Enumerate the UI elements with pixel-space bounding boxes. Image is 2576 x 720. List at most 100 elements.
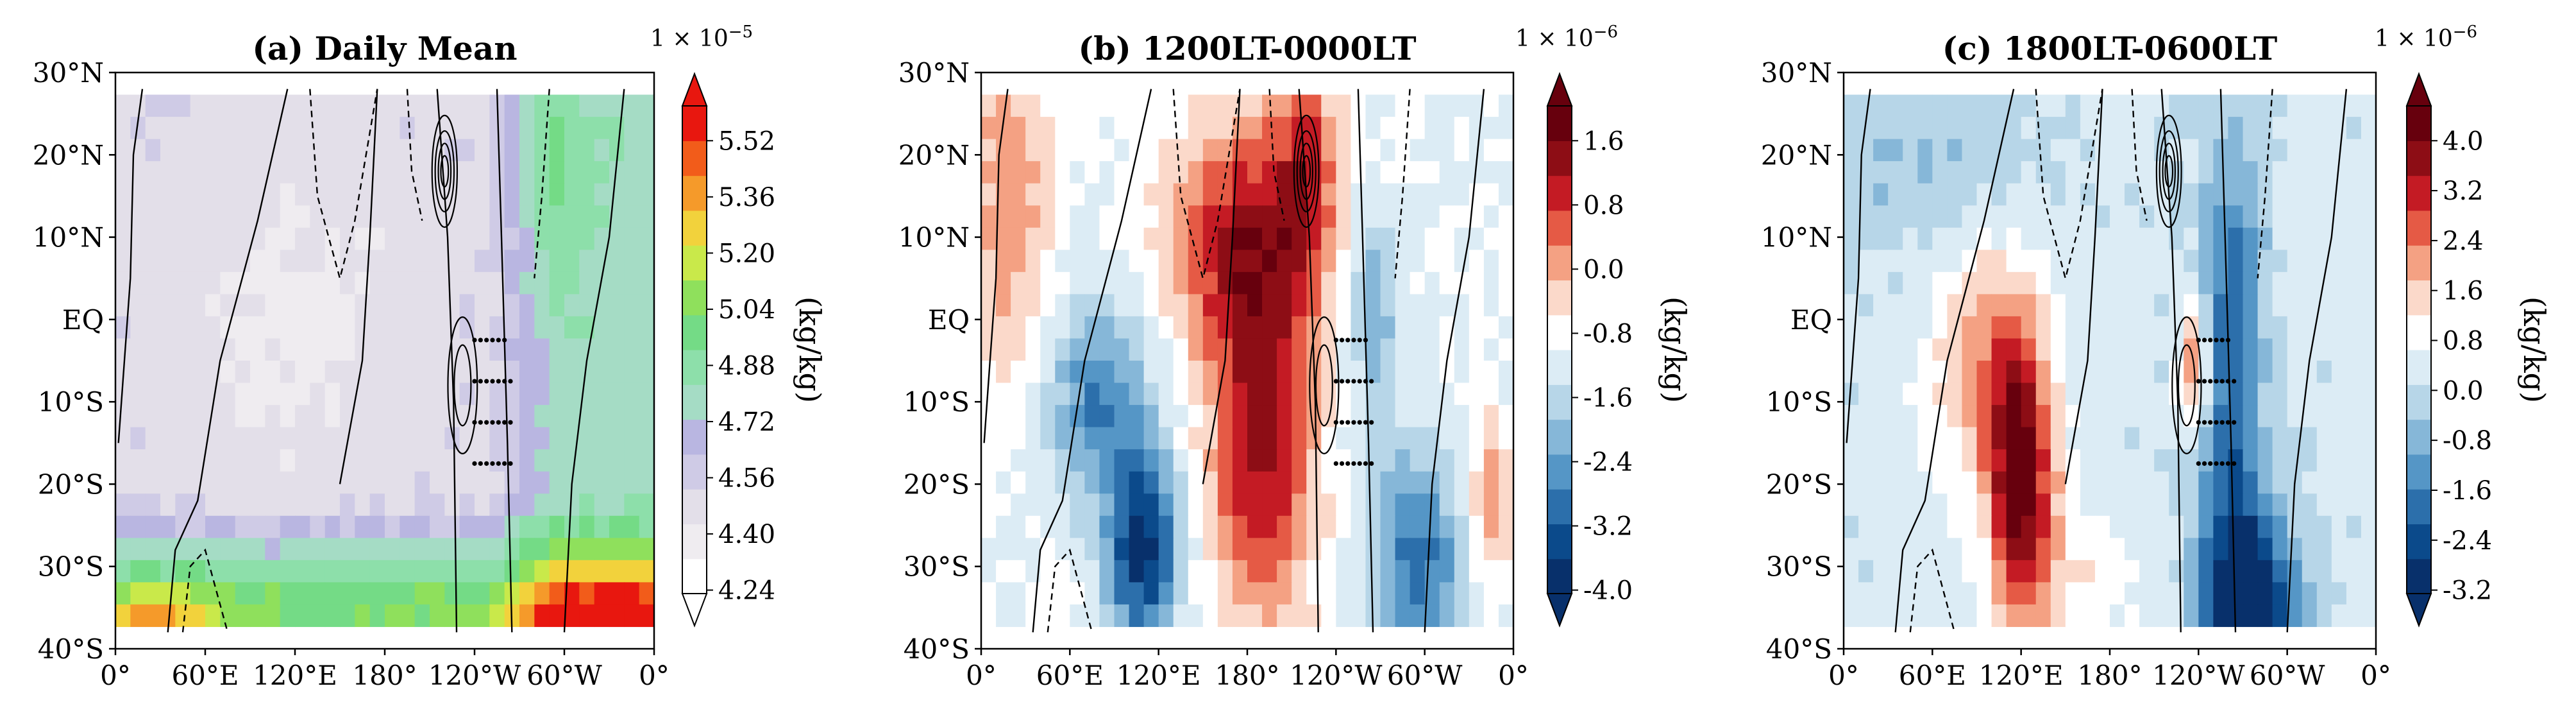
field-cell <box>250 161 265 184</box>
field-cell <box>1483 316 1499 339</box>
field-cell <box>1277 294 1292 317</box>
field-cell <box>1114 382 1130 406</box>
field-cell <box>1055 382 1070 406</box>
field-cell <box>1247 449 1263 472</box>
y-tick-label: 20°N <box>898 139 970 171</box>
field-cell <box>1055 338 1070 361</box>
field-cell <box>2021 271 2037 295</box>
field-cell <box>1129 449 1145 472</box>
field-cell <box>1292 604 1307 628</box>
field-cell <box>235 139 251 162</box>
field-cell <box>310 604 326 628</box>
field-cell <box>1202 139 1218 162</box>
field-cell <box>1055 227 1070 250</box>
field-cell <box>1454 117 1470 140</box>
field-cell <box>1962 382 1978 406</box>
field-cell <box>1011 449 1026 472</box>
field-cell <box>1232 560 1248 583</box>
field-cell <box>1454 382 1470 406</box>
field-cell <box>2139 582 2155 605</box>
field-cell <box>324 161 341 184</box>
field-cell <box>2272 382 2288 406</box>
colorbar-extend-top <box>2405 72 2432 107</box>
stipple-dot <box>496 379 501 384</box>
field-cell <box>324 405 341 428</box>
field-cell <box>2257 582 2273 605</box>
field-cell <box>324 471 341 494</box>
field-cell <box>2065 493 2081 517</box>
field-cell <box>534 250 550 273</box>
field-cell <box>1262 538 1277 561</box>
x-tick-label: 180° <box>352 660 417 691</box>
field-cell <box>1321 94 1336 117</box>
field-cell <box>1395 361 1411 384</box>
field-cell <box>414 493 430 517</box>
field-cell <box>1424 538 1440 561</box>
field-cell <box>639 538 654 561</box>
field-cell <box>2065 316 2081 339</box>
field-cell <box>996 94 1011 117</box>
field-cell <box>475 471 490 494</box>
field-cell <box>1888 604 1903 628</box>
field-cell <box>2125 294 2140 317</box>
field-cell <box>280 94 296 117</box>
field-cell <box>250 338 265 361</box>
field-cell <box>1025 338 1041 361</box>
field-cell <box>2169 604 2184 628</box>
field-cell <box>190 427 206 450</box>
field-cell <box>639 117 654 140</box>
field-cell <box>1025 560 1041 583</box>
field-cell <box>2331 271 2347 295</box>
field-cell <box>1099 139 1115 162</box>
field-cell <box>1173 227 1189 250</box>
field-cell <box>2184 161 2199 184</box>
field-cell <box>2228 471 2244 494</box>
field-cell <box>1903 94 1918 117</box>
field-cell <box>2065 382 2081 406</box>
stipple-dot <box>484 461 489 466</box>
field-cell <box>1410 405 1426 428</box>
field-cell <box>594 560 610 583</box>
field-cell <box>1439 604 1455 628</box>
field-cell <box>1040 294 1056 317</box>
field-cell <box>2361 560 2376 583</box>
field-cell <box>1498 117 1513 140</box>
colorbar-band <box>1547 558 1572 594</box>
field-cell <box>1483 471 1499 494</box>
field-cell <box>1321 427 1336 450</box>
field-cell <box>385 94 400 117</box>
field-cell <box>1011 250 1026 273</box>
field-cell <box>220 604 236 628</box>
field-cell <box>160 604 176 628</box>
field-cell <box>1976 560 1992 583</box>
field-cell <box>175 338 191 361</box>
field-cell <box>2198 161 2214 184</box>
field-cell <box>1114 294 1130 317</box>
stipple-dot <box>1339 461 1345 466</box>
field-cell <box>160 271 176 295</box>
field-cell <box>1336 538 1351 561</box>
field-cell <box>205 515 221 538</box>
field-cell <box>2094 515 2110 538</box>
field-cell <box>1129 250 1145 273</box>
field-cell <box>430 271 445 295</box>
field-cell <box>160 294 176 317</box>
field-cell <box>1351 161 1367 184</box>
field-cell <box>400 117 416 140</box>
y-tick-label: 20°N <box>1761 139 1832 171</box>
field-cell <box>2021 405 2037 428</box>
field-cell <box>2257 139 2273 162</box>
field-cell <box>609 117 625 140</box>
field-cell <box>2316 538 2332 561</box>
field-cell <box>2065 471 2081 494</box>
field-cell <box>1469 405 1485 428</box>
field-cell <box>1232 427 1248 450</box>
field-cell <box>2125 338 2140 361</box>
field-cell <box>1410 250 1426 273</box>
field-cell <box>1439 538 1455 561</box>
field-cell <box>369 117 385 140</box>
field-cell <box>534 449 550 472</box>
field-cell <box>1158 294 1174 317</box>
field-cell <box>2331 161 2347 184</box>
field-cell <box>475 250 490 273</box>
